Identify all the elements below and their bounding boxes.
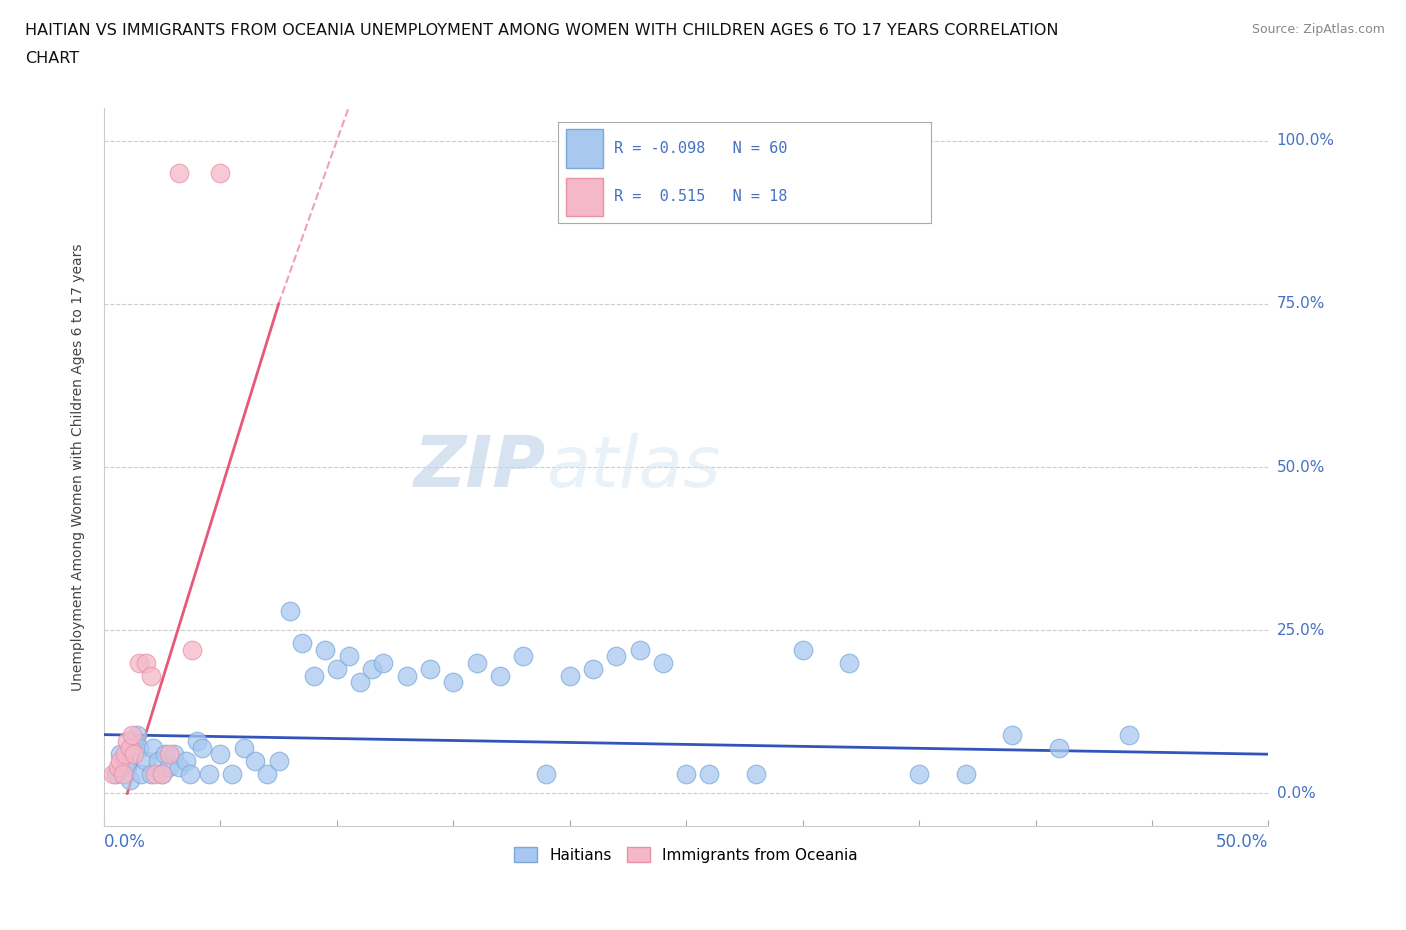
Point [174, 753, 197, 768]
Text: CHART: CHART [25, 51, 79, 66]
Point [118, 773, 141, 788]
Text: atlas: atlas [547, 432, 721, 501]
Point [114, 747, 136, 762]
Point [232, 740, 254, 755]
Point [395, 669, 418, 684]
Text: 75.0%: 75.0% [1277, 297, 1324, 312]
Point [114, 753, 136, 768]
Point [465, 656, 488, 671]
Point [157, 760, 180, 775]
Point [245, 753, 267, 768]
Text: 25.0%: 25.0% [1277, 623, 1324, 638]
Point [699, 766, 721, 781]
Text: HAITIAN VS IMMIGRANTS FROM OCEANIA UNEMPLOYMENT AMONG WOMEN WITH CHILDREN AGES 6: HAITIAN VS IMMIGRANTS FROM OCEANIA UNEMP… [25, 23, 1059, 38]
Point [302, 669, 325, 684]
Point [139, 766, 162, 781]
Point [489, 669, 512, 684]
Point [792, 643, 814, 658]
Point [360, 662, 382, 677]
Point [221, 766, 243, 781]
Point [142, 740, 165, 755]
Point [111, 766, 134, 781]
Text: 100.0%: 100.0% [1277, 133, 1334, 148]
Point [197, 766, 219, 781]
Point [153, 747, 176, 762]
Point [419, 662, 441, 677]
Point [337, 649, 360, 664]
Point [129, 766, 152, 781]
Y-axis label: Unemployment Among Women with Children Ages 6 to 17 years: Unemployment Among Women with Children A… [72, 244, 86, 691]
Point [122, 734, 145, 749]
Point [441, 675, 464, 690]
Point [191, 740, 214, 755]
Point [1001, 727, 1024, 742]
Point [181, 643, 204, 658]
Point [167, 166, 190, 180]
Point [186, 734, 208, 749]
Point [121, 727, 143, 742]
Text: 0.0%: 0.0% [1277, 786, 1316, 801]
Point [1047, 740, 1070, 755]
Point [536, 766, 558, 781]
Point [256, 766, 278, 781]
Point [179, 766, 201, 781]
Point [651, 656, 673, 671]
Point [267, 753, 290, 768]
Point [558, 669, 581, 684]
Point [122, 747, 145, 762]
Point [143, 766, 166, 781]
Point [150, 766, 173, 781]
Point [150, 766, 173, 781]
Point [209, 747, 232, 762]
Point [373, 656, 395, 671]
Point [209, 166, 232, 180]
Point [675, 766, 697, 781]
Point [117, 760, 139, 775]
Point [745, 766, 768, 781]
Point [349, 675, 371, 690]
Point [908, 766, 931, 781]
Legend: Haitians, Immigrants from Oceania: Haitians, Immigrants from Oceania [509, 841, 865, 869]
Point [582, 662, 605, 677]
Point [628, 643, 651, 658]
Text: 0.0%: 0.0% [104, 832, 146, 851]
Point [125, 727, 148, 742]
Point [103, 766, 125, 781]
Point [278, 604, 301, 618]
Point [955, 766, 977, 781]
Point [107, 760, 129, 775]
Text: Source: ZipAtlas.com: Source: ZipAtlas.com [1251, 23, 1385, 36]
Point [117, 734, 139, 749]
Text: ZIP: ZIP [415, 432, 547, 501]
Point [118, 740, 141, 755]
Point [291, 636, 314, 651]
Point [314, 643, 336, 658]
Point [110, 747, 132, 762]
Point [157, 747, 180, 762]
Point [512, 649, 534, 664]
Text: 50.0%: 50.0% [1277, 459, 1324, 474]
Point [838, 656, 860, 671]
Point [326, 662, 349, 677]
Point [139, 669, 162, 684]
Point [146, 753, 169, 768]
Text: 50.0%: 50.0% [1216, 832, 1268, 851]
Point [167, 760, 190, 775]
Point [135, 656, 157, 671]
Point [605, 649, 627, 664]
Point [163, 747, 186, 762]
Point [135, 753, 157, 768]
Point [104, 766, 127, 781]
Point [110, 753, 132, 768]
Point [1118, 727, 1140, 742]
Point [128, 740, 150, 755]
Point [128, 656, 150, 671]
